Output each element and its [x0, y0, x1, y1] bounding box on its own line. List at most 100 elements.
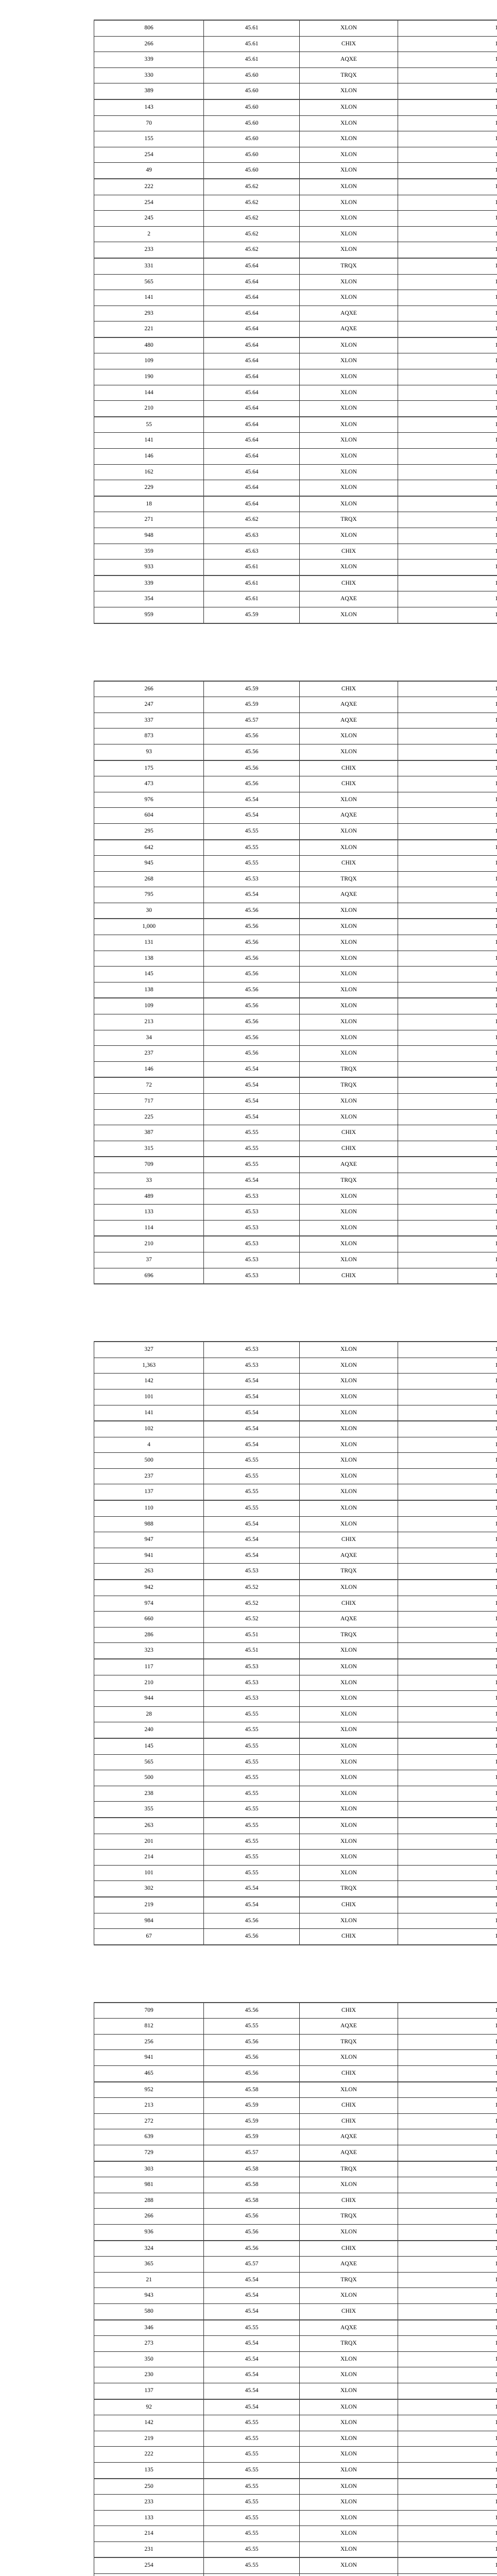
venue-cell: AQXE: [299, 52, 398, 68]
quantity-cell: 642: [94, 839, 204, 856]
venue-cell: TRQX: [299, 871, 398, 888]
price-cell: 45.54: [203, 1896, 300, 1913]
venue-cell: XLON: [299, 791, 398, 808]
quantity-cell: 981: [94, 2177, 204, 2193]
extra-cell: 10: [397, 416, 497, 433]
quantity-cell: 806: [94, 20, 204, 37]
price-cell: 45.55: [203, 2462, 300, 2479]
venue-cell: XLON: [299, 1404, 398, 1422]
venue-cell: CHIX: [299, 2002, 398, 2019]
quantity-cell: 266: [94, 36, 204, 53]
extra-cell: 10: [397, 1722, 497, 1739]
quantity-cell: 231: [94, 2541, 204, 2558]
extra-cell: 10: [397, 887, 497, 903]
extra-cell: 10: [397, 1690, 497, 1707]
extra-cell: 10: [397, 2557, 497, 2574]
quantity-cell: 221: [94, 321, 204, 338]
extra-cell: 10: [397, 2033, 497, 2050]
quantity-cell: 944: [94, 1690, 204, 1707]
quantity-cell: 137: [94, 1484, 204, 1501]
venue-cell: XLON: [299, 1045, 398, 1062]
extra-cell: 10: [397, 2415, 497, 2431]
extra-cell: 10: [397, 2065, 497, 2082]
price-cell: 45.64: [203, 258, 300, 275]
venue-cell: AQXE: [299, 2129, 398, 2146]
extra-cell: 10: [397, 855, 497, 872]
quantity-cell: 272: [94, 2113, 204, 2130]
quantity-cell: 142: [94, 1373, 204, 1389]
quantity-cell: 709: [94, 2002, 204, 2019]
extra-cell: 10: [397, 543, 497, 560]
extra-cell: 10: [397, 2494, 497, 2511]
extra-cell: 10: [397, 680, 497, 698]
venue-cell: XLON: [299, 918, 398, 936]
venue-cell: XLON: [299, 337, 398, 354]
extra-cell: 10: [397, 2049, 497, 2066]
extra-cell: 10: [397, 528, 497, 544]
extra-cell: 10: [397, 146, 497, 163]
venue-cell: XLON: [299, 99, 398, 116]
quantity-cell: 67: [94, 1928, 204, 1945]
venue-cell: XLON: [299, 146, 398, 163]
venue-cell: XLON: [299, 559, 398, 576]
quantity-cell: 263: [94, 1563, 204, 1581]
venue-cell: AQXE: [299, 887, 398, 903]
extra-cell: 10: [397, 1235, 497, 1252]
extra-cell: 10: [397, 1029, 497, 1046]
price-cell: 45.54: [203, 2303, 300, 2320]
price-cell: 45.54: [203, 1404, 300, 1422]
table-clip-viewport: 32745.53XLON101,36345.53XLON1014245.54XL…: [94, 1341, 497, 1945]
venue-cell: TRQX: [299, 1172, 398, 1189]
quantity-cell: 238: [94, 1785, 204, 1802]
venue-cell: CHIX: [299, 760, 398, 777]
quantity-cell: 354: [94, 591, 204, 607]
price-cell: 45.52: [203, 1595, 300, 1612]
table-clip-viewport: 80645.61XLON1026645.61CHIX1033945.61AQXE…: [94, 20, 497, 624]
venue-cell: AQXE: [299, 1156, 398, 1173]
quantity-cell: 162: [94, 464, 204, 481]
price-cell: 45.64: [203, 305, 300, 322]
extra-cell: 10: [397, 981, 497, 999]
quantity-cell: 21: [94, 2272, 204, 2289]
quantity-cell: 18: [94, 496, 204, 513]
venue-cell: XLON: [299, 1452, 398, 1469]
extra-cell: 10: [397, 1125, 497, 1141]
quantity-cell: 34: [94, 1029, 204, 1046]
price-cell: 45.55: [203, 1722, 300, 1739]
venue-cell: CHIX: [299, 1125, 398, 1141]
extra-cell: 10: [397, 712, 497, 729]
quantity-cell: 327: [94, 1341, 204, 1358]
extra-cell: 10: [397, 337, 497, 354]
extra-cell: 10: [397, 2399, 497, 2416]
extra-cell: 10: [397, 1896, 497, 1913]
price-cell: 45.54: [203, 1172, 300, 1189]
extra-cell: 10: [397, 1770, 497, 1786]
quantity-cell: 114: [94, 1219, 204, 1237]
quantity-cell: 565: [94, 1754, 204, 1771]
extra-cell: 10: [397, 1388, 497, 1405]
venue-cell: TRQX: [299, 2161, 398, 2178]
venue-cell: XLON: [299, 1109, 398, 1126]
venue-cell: XLON: [299, 935, 398, 951]
